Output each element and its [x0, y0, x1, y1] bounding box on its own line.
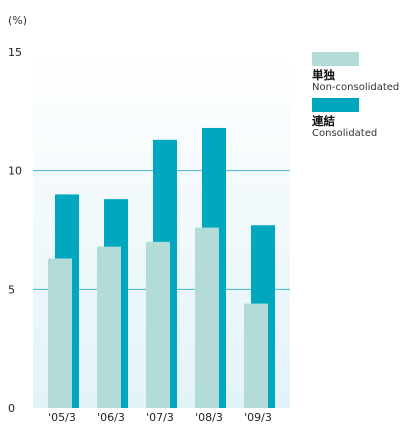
y-unit-label: (%) — [8, 14, 27, 27]
legend-swatch-non-consolidated — [312, 52, 359, 66]
x-tick-label: '09/3 — [244, 411, 272, 424]
legend-item-non-consolidated: 単独 Non-consolidated — [312, 52, 410, 94]
bar-non-consolidated — [244, 303, 268, 408]
y-tick-label: 10 — [8, 165, 22, 178]
x-tick-label: '07/3 — [146, 411, 174, 424]
bar-non-consolidated — [97, 246, 121, 408]
y-tick-label: 0 — [8, 402, 15, 415]
bar-non-consolidated — [146, 241, 170, 408]
x-tick-label: '05/3 — [48, 411, 76, 424]
x-tick-label: '08/3 — [195, 411, 223, 424]
legend-swatch-consolidated — [312, 98, 359, 112]
legend-label-ja: 単独 — [312, 68, 335, 82]
bar-non-consolidated — [195, 227, 219, 408]
y-tick-label: 15 — [8, 46, 22, 59]
x-tick-label: '06/3 — [97, 411, 125, 424]
legend: 単独 Non-consolidated 連結 Consolidated — [312, 52, 410, 144]
legend-label-en: Non-consolidated — [312, 82, 400, 93]
legend-label-ja: 連結 — [312, 114, 335, 128]
bar-non-consolidated — [48, 258, 72, 408]
legend-label-en: Consolidated — [312, 128, 378, 139]
legend-item-consolidated: 連結 Consolidated — [312, 98, 410, 140]
y-tick-label: 5 — [8, 283, 15, 296]
